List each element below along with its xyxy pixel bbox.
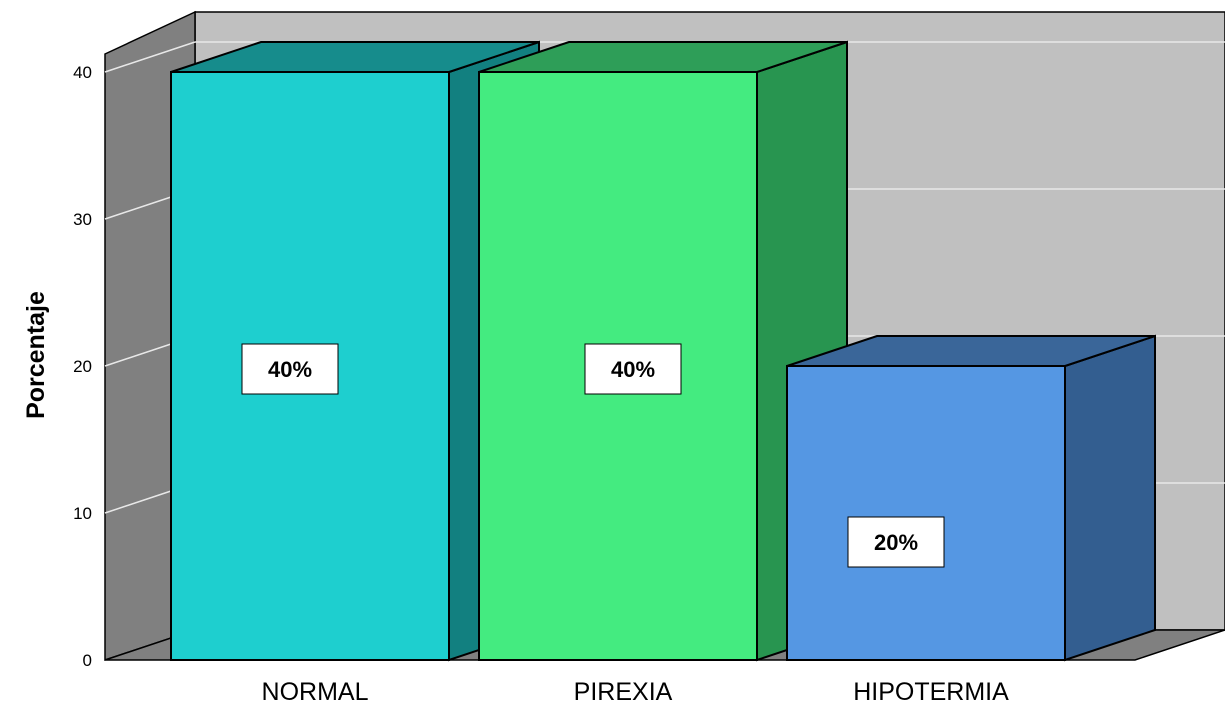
data-label: 20%: [874, 530, 918, 555]
data-label-box: [241, 343, 339, 395]
bars: 40% 40% 20%: [170, 40, 1156, 662]
x-tick-label: PIREXIA: [574, 678, 673, 706]
x-tick-label: NORMAL: [262, 678, 369, 706]
bar-pirexia: 40%: [478, 40, 848, 662]
y-tick-label: 20: [73, 357, 92, 376]
y-axis-ticks: 0 10 20 30 40: [73, 63, 92, 670]
x-axis-labels: NORMAL PIREXIA HIPOTERMIA: [262, 678, 1010, 706]
y-tick-label: 30: [73, 210, 92, 229]
bar-front: [170, 71, 450, 661]
bar-side: [1064, 334, 1156, 662]
x-tick-label: HIPOTERMIA: [853, 678, 1009, 706]
y-tick-label: 10: [73, 504, 92, 523]
data-label: 40%: [268, 357, 312, 382]
y-tick-label: 40: [73, 63, 92, 82]
bar-front: [786, 365, 1066, 661]
y-axis-title: Porcentaje: [22, 291, 50, 419]
data-label: 40%: [611, 357, 655, 382]
bar-hipotermia: 20%: [786, 334, 1156, 662]
gridline-side: [104, 41, 196, 73]
data-label-box: [584, 343, 682, 395]
data-label-box: [847, 516, 945, 568]
y-tick-label: 0: [83, 651, 92, 670]
